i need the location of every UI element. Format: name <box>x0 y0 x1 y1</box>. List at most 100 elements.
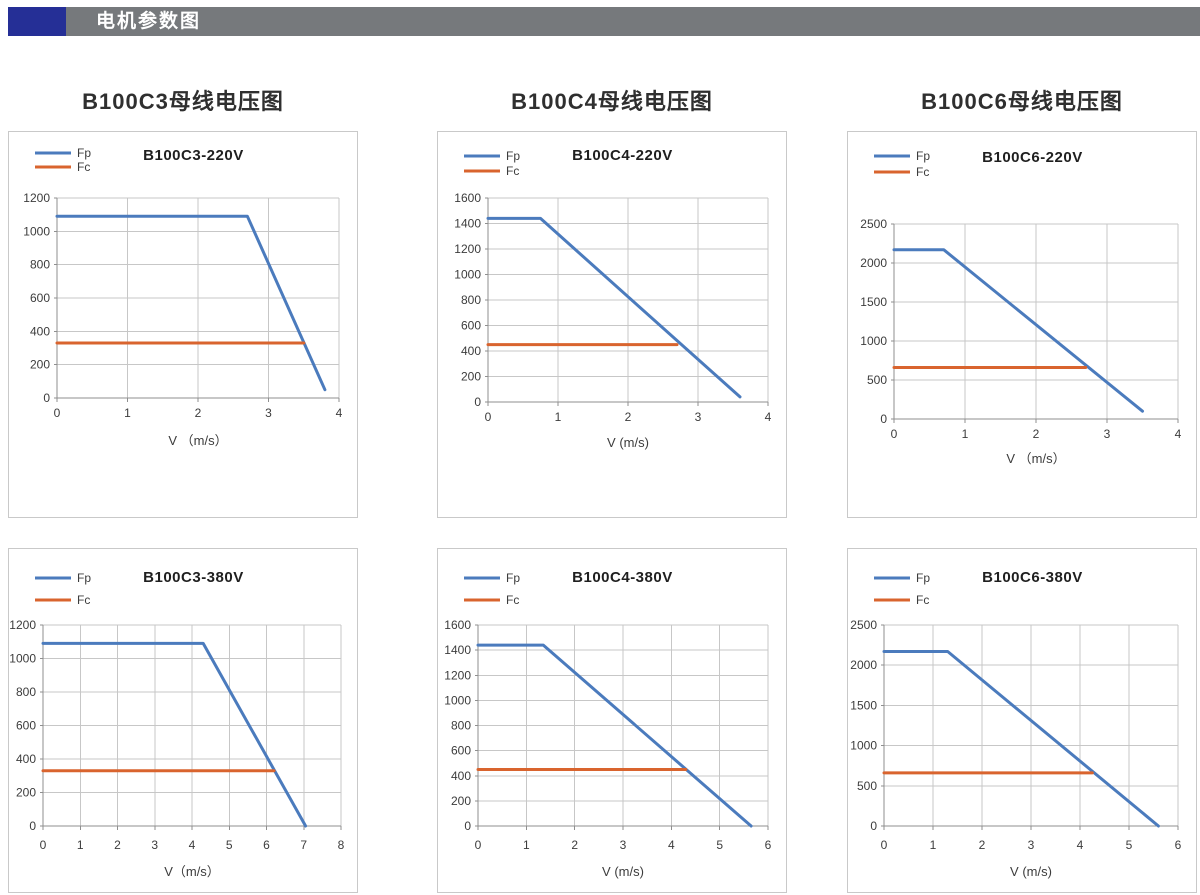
y-tick-label: 400 <box>30 324 50 338</box>
x-tick-label: 3 <box>1028 838 1035 852</box>
y-tick-label: 2000 <box>850 658 877 672</box>
y-tick-label: 0 <box>43 391 50 405</box>
y-tick-label: 500 <box>857 779 877 793</box>
y-tick-label: 600 <box>16 719 36 733</box>
y-tick-label: 800 <box>30 258 50 272</box>
y-tick-label: 1600 <box>454 191 481 205</box>
series-line-fp <box>486 216 742 399</box>
x-axis-title: V （m/s） <box>168 433 227 448</box>
legend-label-fc: Fc <box>506 164 519 178</box>
y-tick-label: 1200 <box>454 242 481 256</box>
legend-label-fp: Fp <box>77 146 91 160</box>
y-tick-label: 600 <box>30 291 50 305</box>
legend-label-fp: Fp <box>77 571 91 585</box>
series-line-fp <box>892 248 1144 413</box>
legend-label-fc: Fc <box>506 593 519 607</box>
chart-panel-b100c3-220v: 0 200 400 600 800 1000 1200 0 1 2 3 4 V （m/s） Fp Fc B10… <box>8 131 358 518</box>
header-accent-block <box>8 7 66 36</box>
x-tick-label: 0 <box>485 410 492 424</box>
x-tick-label: 3 <box>1104 427 1111 441</box>
y-tick-label: 1000 <box>860 334 887 348</box>
x-tick-label: 2 <box>625 410 632 424</box>
y-tick-label: 200 <box>30 358 50 372</box>
legend-label-fp: Fp <box>916 149 930 163</box>
y-tick-label: 1400 <box>444 643 471 657</box>
chart-title: B100C4-380V <box>572 569 673 586</box>
y-tick-label: 2000 <box>860 256 887 270</box>
x-tick-label: 2 <box>1033 427 1040 441</box>
x-tick-label: 2 <box>979 838 986 852</box>
y-tick-label: 200 <box>461 370 481 384</box>
x-tick-label: 4 <box>189 838 196 852</box>
chart-panel-b100c4-380v: 0 200 400 600 800 1000 1200 1400 1600 0 1 2 3 4 5 6 V (m… <box>437 548 787 893</box>
chart-title: B100C6-220V <box>982 149 1083 166</box>
x-tick-label: 3 <box>620 838 627 852</box>
chart-b100c6-380v: 0 500 1000 1500 2000 2500 0 1 2 3 4 5 6 V (m/s) Fp Fc B1… <box>850 569 1182 879</box>
x-tick-label: 4 <box>765 410 772 424</box>
x-tick-label: 2 <box>571 838 578 852</box>
y-tick-label: 1000 <box>23 224 50 238</box>
y-tick-label: 800 <box>461 293 481 307</box>
x-tick-label: 4 <box>336 406 343 420</box>
x-axis-title: V（m/s） <box>164 864 220 879</box>
x-tick-label: 2 <box>114 838 121 852</box>
x-tick-label: 6 <box>1175 838 1182 852</box>
chart-title: B100C3-380V <box>143 569 244 586</box>
y-tick-label: 600 <box>451 744 471 758</box>
x-tick-label: 4 <box>1077 838 1084 852</box>
x-tick-label: 1 <box>962 427 969 441</box>
chart-b100c4-220v: 0 200 400 600 800 1000 1200 1400 1600 0 1 2 3 4 V (m/s… <box>454 147 772 450</box>
y-tick-label: 2500 <box>850 618 877 632</box>
y-tick-label: 200 <box>16 786 36 800</box>
y-tick-label: 1400 <box>454 217 481 231</box>
y-tick-label: 1200 <box>444 668 471 682</box>
y-tick-label: 400 <box>16 752 36 766</box>
y-tick-label: 2500 <box>860 217 887 231</box>
x-tick-label: 1 <box>77 838 84 852</box>
x-tick-label: 3 <box>151 838 158 852</box>
legend-label-fp: Fp <box>506 571 520 585</box>
x-tick-label: 4 <box>668 838 675 852</box>
legend-label-fp: Fp <box>506 149 520 163</box>
y-tick-label: 200 <box>451 794 471 808</box>
x-tick-label: 3 <box>265 406 272 420</box>
x-tick-label: 6 <box>263 838 270 852</box>
chart-b100c6-220v: 0 500 1000 1500 2000 2500 0 1 2 3 4 V （m/s） Fp Fc B100… <box>860 149 1182 466</box>
y-tick-label: 500 <box>867 373 887 387</box>
x-tick-label: 5 <box>226 838 233 852</box>
chart-b100c4-380v: 0 200 400 600 800 1000 1200 1400 1600 0 1 2 3 4 5 6 V (m… <box>444 569 771 879</box>
series-line-fp <box>55 214 327 392</box>
column-title-b100c4: B100C4母线电压图 <box>511 89 713 114</box>
y-tick-label: 800 <box>16 685 36 699</box>
x-tick-label: 0 <box>40 838 47 852</box>
x-tick-label: 1 <box>930 838 937 852</box>
y-tick-label: 0 <box>880 412 887 426</box>
x-axis-title: V （m/s） <box>1006 451 1065 466</box>
y-tick-label: 400 <box>451 769 471 783</box>
x-tick-label: 0 <box>475 838 482 852</box>
y-tick-label: 0 <box>870 819 877 833</box>
x-tick-label: 0 <box>891 427 898 441</box>
x-tick-label: 0 <box>881 838 888 852</box>
chart-panel-b100c6-380v: 0 500 1000 1500 2000 2500 0 1 2 3 4 5 6 V (m/s) Fp Fc B1… <box>847 548 1197 893</box>
y-tick-label: 1000 <box>454 268 481 282</box>
legend-label-fc: Fc <box>77 160 90 174</box>
chart-panel-b100c6-220v: 0 500 1000 1500 2000 2500 0 1 2 3 4 V （m/s） Fp Fc B100… <box>847 131 1197 518</box>
series-line-fp <box>476 643 753 828</box>
series-line-fp <box>882 650 1160 828</box>
x-axis-title: V (m/s) <box>602 864 644 879</box>
y-tick-label: 0 <box>29 819 36 833</box>
chart-b100c3-380v: 0 200 400 600 800 1000 1200 0 1 2 3 4 5 6 7 8 V（m/s） Fp Fc… <box>9 569 344 879</box>
y-tick-label: 0 <box>474 395 481 409</box>
chart-title: B100C4-220V <box>572 147 673 164</box>
x-tick-label: 7 <box>300 838 307 852</box>
y-tick-label: 600 <box>461 319 481 333</box>
chart-panel-b100c3-380v: 0 200 400 600 800 1000 1200 0 1 2 3 4 5 6 7 8 V（m/s） Fp Fc… <box>8 548 358 893</box>
y-tick-label: 1000 <box>9 652 36 666</box>
x-tick-label: 1 <box>523 838 530 852</box>
x-tick-label: 1 <box>124 406 131 420</box>
y-tick-label: 1200 <box>23 191 50 205</box>
x-tick-label: 0 <box>54 406 61 420</box>
x-tick-label: 4 <box>1175 427 1182 441</box>
